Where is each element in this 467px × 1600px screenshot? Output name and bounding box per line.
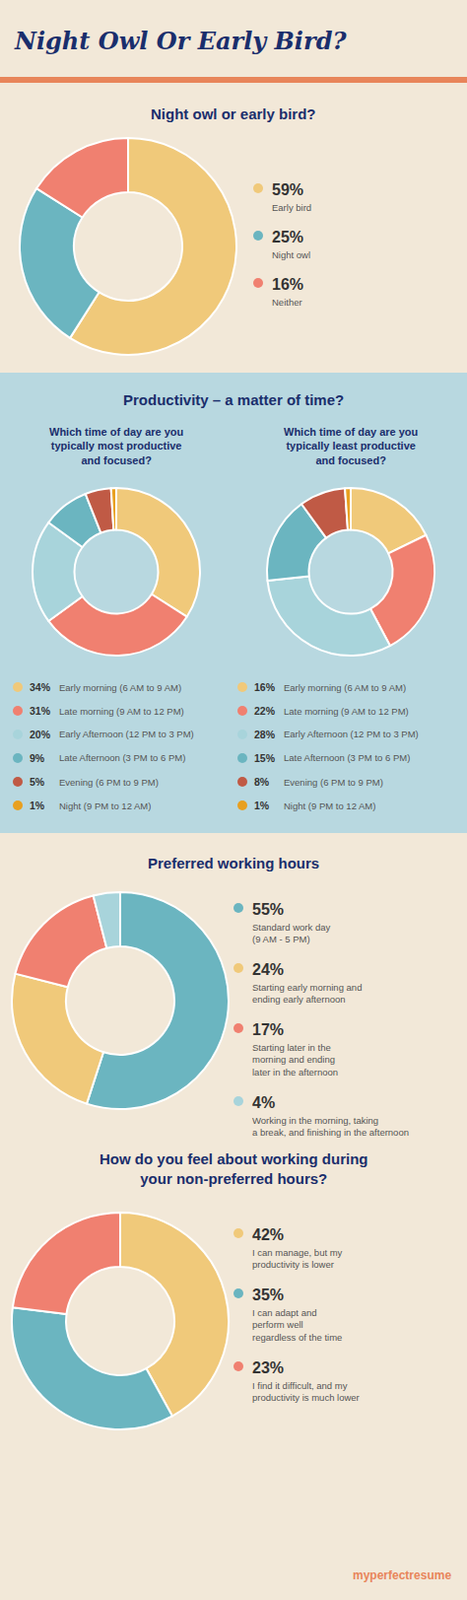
svg-text:How do you feel about working: How do you feel about working duringyour… — [99, 1149, 369, 1187]
svg-text:34%: 34% — [29, 680, 52, 693]
svg-text:55%: 55% — [252, 900, 284, 918]
svg-text:Which time of day are youtypic: Which time of day are youtypically least… — [283, 425, 418, 467]
svg-text:Early bird: Early bird — [271, 201, 312, 213]
svg-text:42%: 42% — [252, 1225, 284, 1243]
svg-text:22%: 22% — [254, 704, 276, 717]
svg-text:59%: 59% — [271, 181, 304, 199]
svg-text:15%: 15% — [254, 751, 276, 764]
svg-text:23%: 23% — [252, 1358, 284, 1376]
svg-text:31%: 31% — [29, 704, 52, 717]
svg-text:Late Afternoon (3 PM to 6 PM): Late Afternoon (3 PM to 6 PM) — [283, 751, 410, 763]
svg-text:Working in the morning, taking: Working in the morning, takinga break, a… — [252, 1114, 409, 1137]
svg-text:Late morning (9 AM to 12 PM): Late morning (9 AM to 12 PM) — [59, 705, 185, 717]
svg-text:28%: 28% — [254, 728, 276, 740]
svg-text:8%: 8% — [254, 775, 270, 788]
svg-text:Productivity – a matter of tim: Productivity – a matter of time? — [123, 391, 344, 408]
svg-text:Night owl or early bird?: Night owl or early bird? — [150, 105, 317, 123]
svg-text:Evening (6 PM to 9 PM): Evening (6 PM to 9 PM) — [283, 776, 384, 788]
svg-text:Which time of day are youtypic: Which time of day are youtypically most … — [49, 425, 184, 467]
svg-text:1%: 1% — [254, 799, 270, 811]
svg-text:Late morning (9 AM to 12 PM): Late morning (9 AM to 12 PM) — [283, 705, 409, 717]
svg-text:35%: 35% — [252, 1285, 284, 1303]
svg-text:16%: 16% — [271, 275, 304, 293]
svg-text:Night (9 PM to 12 AM): Night (9 PM to 12 AM) — [59, 800, 151, 811]
svg-text:9%: 9% — [29, 751, 46, 764]
svg-text:Standard work day(9 AM - 5 PM): Standard work day(9 AM - 5 PM) — [252, 921, 331, 944]
svg-text:I can manage, but myproductivi: I can manage, but myproductivity is lowe… — [252, 1246, 343, 1269]
svg-text:Preferred working hours: Preferred working hours — [147, 854, 320, 871]
svg-text:Neither: Neither — [271, 296, 303, 308]
svg-text:20%: 20% — [29, 728, 52, 740]
svg-text:25%: 25% — [271, 228, 304, 246]
svg-text:1%: 1% — [29, 799, 46, 811]
svg-text:Early Afternoon (12 PM to 3 PM: Early Afternoon (12 PM to 3 PM) — [283, 728, 419, 739]
svg-text:Night Owl Or Early Bird?: Night Owl Or Early Bird? — [13, 26, 347, 56]
svg-text:16%: 16% — [254, 680, 276, 693]
svg-text:Early Afternoon (12 PM to 3 PM: Early Afternoon (12 PM to 3 PM) — [59, 728, 195, 739]
svg-text:Early morning (6 AM to 9 AM): Early morning (6 AM to 9 AM) — [59, 681, 182, 693]
svg-text:I can adapt andperform wellreg: I can adapt andperform wellregardless of… — [252, 1306, 342, 1342]
svg-text:5%: 5% — [29, 775, 46, 788]
svg-text:Starting early morning andendi: Starting early morning andending early a… — [252, 981, 362, 1004]
svg-text:Late Afternoon (3 PM to 6 PM): Late Afternoon (3 PM to 6 PM) — [59, 751, 186, 763]
svg-text:Night owl: Night owl — [271, 249, 311, 261]
svg-text:Night (9 PM to 12 AM): Night (9 PM to 12 AM) — [283, 800, 376, 811]
svg-text:24%: 24% — [252, 960, 284, 978]
svg-text:Starting later in themorning a: Starting later in themorning and endingl… — [252, 1041, 338, 1077]
svg-text:Evening (6 PM to 9 PM): Evening (6 PM to 9 PM) — [59, 776, 159, 788]
svg-text:Early morning (6 AM to 9 AM): Early morning (6 AM to 9 AM) — [283, 681, 406, 693]
svg-text:17%: 17% — [252, 1020, 284, 1038]
svg-text:myperfectresume: myperfectresume — [352, 1567, 452, 1582]
svg-text:I find it difficult, and mypro: I find it difficult, and myproductivity … — [252, 1379, 360, 1402]
svg-text:4%: 4% — [252, 1093, 275, 1111]
